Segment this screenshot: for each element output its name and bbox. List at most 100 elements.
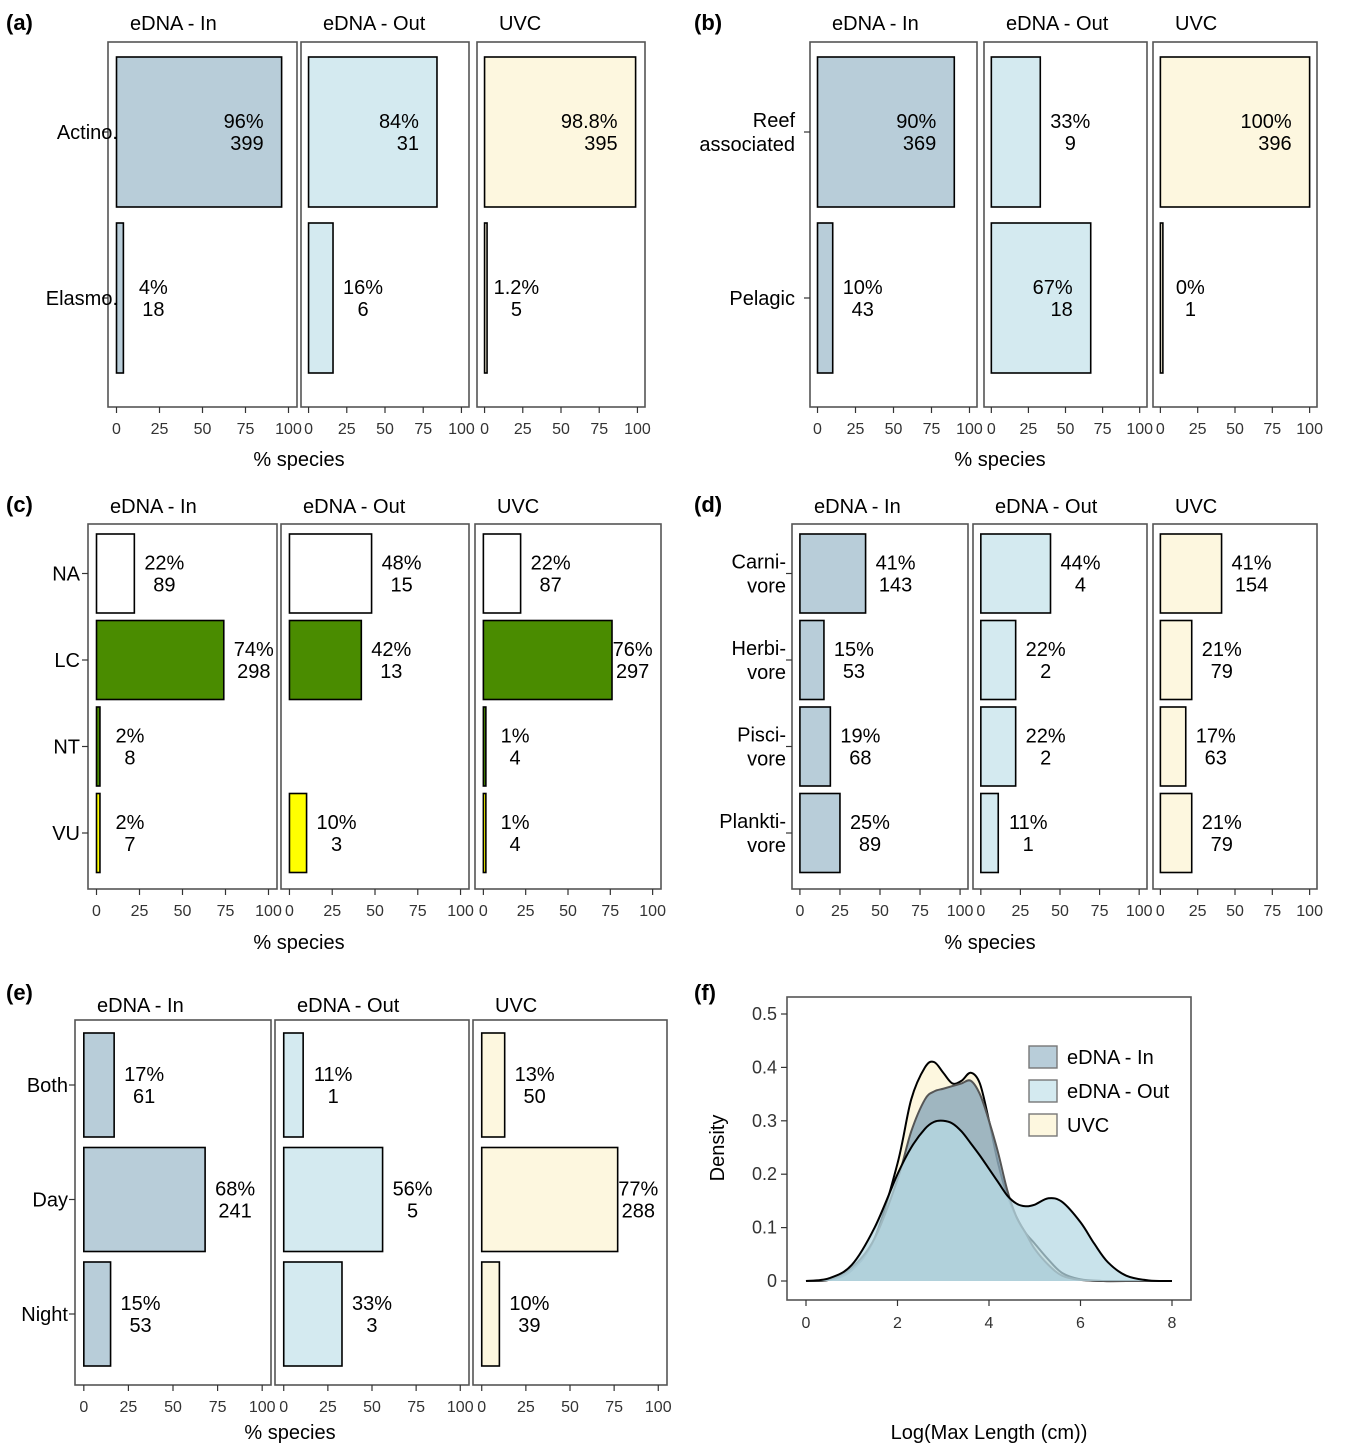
count-label: 1	[1023, 834, 1034, 856]
x-tick-label: 0	[285, 903, 294, 920]
category-label: Herbi-	[732, 638, 786, 660]
count-label: 89	[153, 575, 175, 597]
count-label: 50	[524, 1086, 546, 1108]
value-label: 13%	[515, 1064, 555, 1086]
x-tick-label: 6	[1076, 1315, 1085, 1332]
count-label: 79	[1211, 834, 1233, 856]
x-tick-label: 25	[1189, 903, 1207, 920]
value-label: 0%	[1176, 277, 1205, 299]
bar	[95, 619, 225, 701]
x-tick-label: 25	[151, 421, 169, 438]
count-label: 53	[129, 1315, 151, 1337]
x-tick-label: 75	[911, 903, 929, 920]
value-label: 48%	[382, 553, 422, 575]
x-tick-label: 25	[517, 903, 535, 920]
count-label: 143	[879, 575, 912, 597]
count-label: 68	[849, 748, 871, 770]
count-label: 13	[380, 661, 402, 683]
category-label: Elasmo.	[46, 288, 118, 310]
count-label: 43	[852, 299, 874, 321]
x-tick-label: 100	[1296, 903, 1323, 920]
x-tick-label: 0	[802, 1315, 811, 1332]
category-label: associated	[699, 134, 795, 156]
x-tick-label: 100	[956, 421, 983, 438]
bar	[1159, 56, 1311, 208]
bar	[990, 56, 1042, 208]
bar	[83, 1032, 115, 1138]
x-tick-label: 25	[338, 421, 356, 438]
value-label: 1.2%	[494, 277, 540, 299]
panel-d: (d) eDNA - In0 25 50 75 10041%143Carni-vore15…	[694, 492, 1323, 954]
x-tick-label: 100	[249, 1399, 276, 1416]
category-label: Actino.	[57, 122, 118, 144]
facet-title: eDNA - Out	[995, 496, 1098, 518]
count-label: 1	[1185, 299, 1196, 321]
value-label: 84%	[379, 111, 419, 133]
x-tick-label: 50	[366, 903, 384, 920]
x-tick-label: 100	[1296, 421, 1323, 438]
value-label: 56%	[393, 1179, 433, 1201]
category-label: Reef	[753, 110, 796, 132]
bar	[1159, 619, 1193, 701]
count-label: 39	[518, 1315, 540, 1337]
count-label: 5	[511, 299, 522, 321]
panel-label: (e)	[6, 980, 33, 1005]
y-tick-label: 0.1	[752, 1218, 777, 1238]
y-tick-label: 0.4	[752, 1057, 777, 1077]
bar	[115, 56, 283, 208]
x-tick-label: 100	[447, 1399, 474, 1416]
value-label: 98.8%	[561, 111, 618, 133]
bar	[482, 533, 522, 614]
bar	[95, 533, 136, 614]
category-label: NA	[52, 564, 80, 586]
x-tick-label: 0	[112, 421, 121, 438]
x-tick-label: 75	[217, 903, 235, 920]
x-tick-label: 2	[893, 1315, 902, 1332]
x-axis-title: % species	[244, 1422, 335, 1444]
y-tick-label: 0	[767, 1271, 777, 1291]
bar	[288, 619, 363, 701]
count-label: 2	[1040, 661, 1051, 683]
x-tick-label: 75	[923, 421, 941, 438]
bar	[980, 619, 1017, 701]
value-label: 74%	[234, 639, 274, 661]
bar	[95, 706, 101, 787]
value-label: 2%	[115, 812, 144, 834]
facet-title: UVC	[1175, 496, 1217, 518]
value-label: 1%	[501, 726, 530, 748]
facet-title: eDNA - Out	[1006, 13, 1109, 35]
count-label: 288	[622, 1201, 655, 1223]
x-tick-label: 0	[795, 903, 804, 920]
bar	[816, 56, 956, 208]
x-tick-label: 100	[624, 421, 651, 438]
x-tick-label: 25	[847, 421, 865, 438]
bar	[95, 792, 101, 874]
count-label: 6	[357, 299, 368, 321]
bar	[282, 1146, 384, 1253]
bar	[83, 1146, 206, 1253]
x-tick-label: 50	[363, 1399, 381, 1416]
x-tick-label: 25	[319, 1399, 337, 1416]
panel-label: (a)	[6, 10, 33, 35]
bar	[480, 1146, 619, 1253]
x-tick-label: 0	[1156, 421, 1165, 438]
x-tick-label: 50	[871, 903, 889, 920]
count-label: 298	[237, 661, 270, 683]
x-axis-title: % species	[253, 932, 344, 954]
bar	[288, 792, 308, 874]
category-label: vore	[747, 662, 786, 684]
panel-f: (f) 0 2 4 6 8 0 0.1 0.2 0.3 0.4 0.5 Log(Max Length (…	[694, 980, 1192, 1444]
category-label: vore	[747, 576, 786, 598]
facet-title: UVC	[1175, 13, 1217, 35]
bar	[990, 222, 1092, 374]
x-tick-label: 100	[255, 903, 282, 920]
y-tick-label: 0.3	[752, 1111, 777, 1131]
count-label: 79	[1211, 661, 1233, 683]
value-label: 77%	[618, 1179, 658, 1201]
x-tick-label: 25	[517, 1399, 535, 1416]
panel-label: (c)	[6, 492, 33, 517]
category-label: VU	[52, 823, 80, 845]
value-label: 16%	[343, 277, 383, 299]
bar	[980, 792, 1000, 874]
x-tick-label: 25	[1012, 903, 1030, 920]
